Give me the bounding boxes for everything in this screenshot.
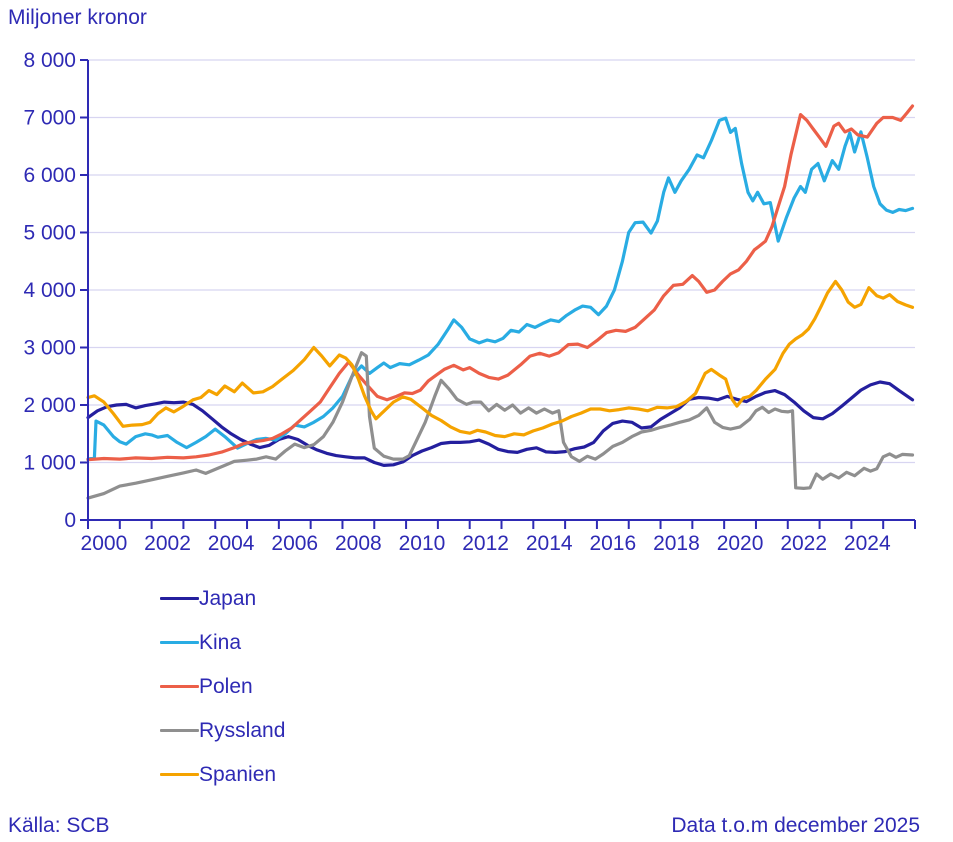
x-tick-label: 2012 (462, 532, 509, 555)
series-line-spanien (86, 279, 915, 439)
legend-label: Ryssland (199, 718, 286, 742)
legend-line-icon (160, 772, 199, 776)
y-tick-label: 4 000 (23, 279, 76, 302)
legend-line-icon (160, 596, 199, 600)
source-label: Källa: SCB (8, 814, 110, 837)
x-tick-label: 2008 (335, 532, 382, 555)
y-tick-label: 1 000 (23, 452, 76, 475)
x-tick-label: 2010 (399, 532, 446, 555)
x-tick-label: 2024 (844, 532, 891, 555)
import-line-chart: 0 1 000 2 000 3 000 4 000 5 000 6 000 7 000 8 00… (23, 49, 916, 555)
series-line-polen (86, 104, 915, 462)
data-coverage-label: Data t.o.m december 2025 (671, 814, 920, 837)
y-tick-label: 0 (64, 509, 76, 532)
legend-item-ryssland: Ryssland (160, 708, 285, 752)
y-tick-label: 5 000 (23, 222, 76, 245)
legend-item-spanien: Spanien (160, 752, 285, 796)
y-tick-label: 2 000 (23, 394, 76, 417)
y-tick-label: 8 000 (23, 49, 76, 72)
x-tick-label: 2018 (653, 532, 700, 555)
legend-item-kina: Kina (160, 620, 285, 664)
legend-label: Japan (199, 586, 257, 610)
x-tick-label: 2006 (271, 532, 318, 555)
legend-line-icon (160, 728, 199, 732)
series-line-ryssland (86, 351, 915, 500)
legend-label: Kina (199, 630, 242, 654)
x-tick-label: 2002 (144, 532, 191, 555)
x-tick-label: 2004 (208, 532, 255, 555)
x-tick-label: 2022 (780, 532, 827, 555)
legend-item-japan: Japan (160, 576, 285, 620)
legend-line-icon (160, 684, 199, 688)
series-line-kina (86, 116, 915, 461)
x-tick-label: 2020 (717, 532, 764, 555)
x-tick-label: 2014 (526, 532, 573, 555)
x-tick-label: 2016 (589, 532, 636, 555)
x-tick-label: 2000 (81, 532, 128, 555)
legend-item-polen: Polen (160, 664, 285, 708)
y-tick-label: 6 000 (23, 164, 76, 187)
chart-title: Miljoner kronor (8, 6, 147, 29)
legend-label: Spanien (199, 762, 277, 786)
chart-legend: Japan Kina Polen Ryssland Spanien (160, 576, 285, 796)
y-tick-label: 3 000 (23, 337, 76, 360)
series-line-japan (86, 380, 915, 467)
y-tick-label: 7 000 (23, 107, 76, 130)
legend-line-icon (160, 640, 199, 644)
legend-label: Polen (199, 674, 253, 698)
